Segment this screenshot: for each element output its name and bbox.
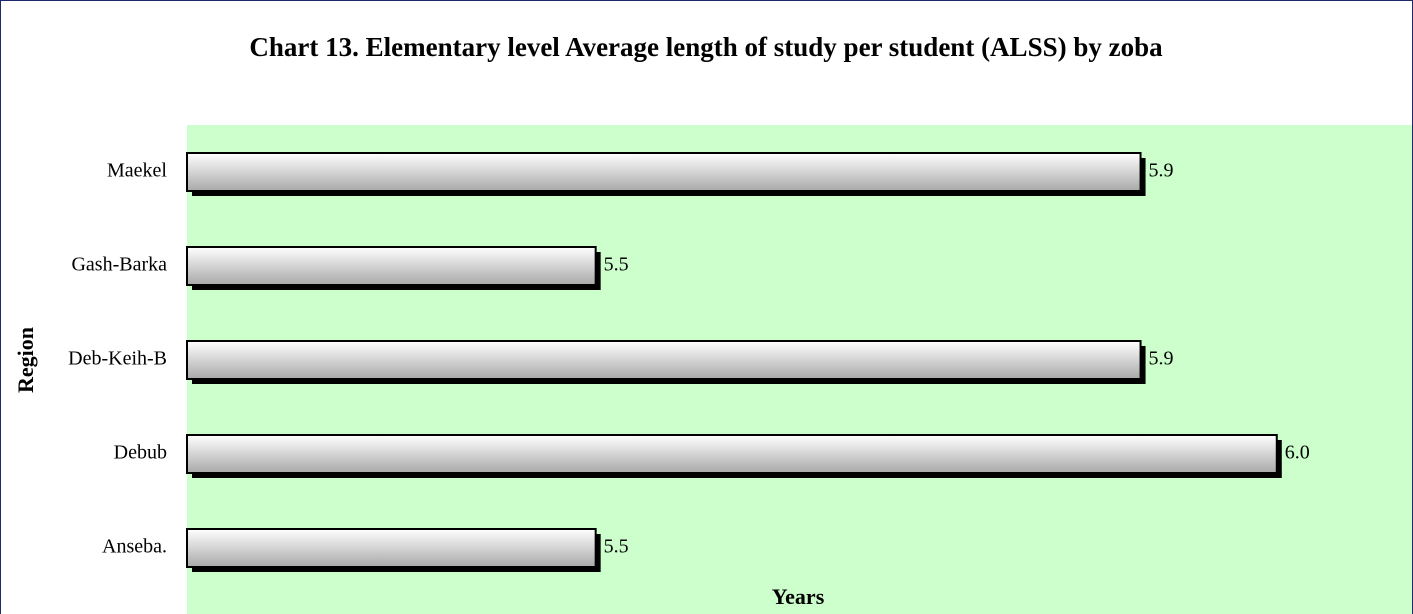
y-tick-label: Debub bbox=[114, 442, 167, 464]
y-tick-label: Anseba. bbox=[102, 536, 167, 558]
bar bbox=[186, 246, 597, 286]
chart-title: Chart 13. Elementary level Average lengt… bbox=[249, 32, 1163, 62]
value-label: 5.9 bbox=[1149, 160, 1174, 182]
bar bbox=[186, 340, 1142, 380]
y-axis-label: Region bbox=[13, 327, 38, 393]
bar bbox=[186, 152, 1142, 192]
value-label: 6.0 bbox=[1285, 442, 1310, 464]
y-tick-label: Maekel bbox=[107, 160, 167, 182]
bar bbox=[186, 434, 1278, 474]
value-label: 5.5 bbox=[604, 254, 629, 276]
value-label: 5.5 bbox=[604, 536, 629, 558]
y-tick-label: Gash-Barka bbox=[71, 254, 167, 276]
x-axis-label: Years bbox=[772, 584, 825, 609]
y-tick-label: Deb-Keih-B bbox=[68, 348, 167, 370]
value-label: 5.9 bbox=[1149, 348, 1174, 370]
bar bbox=[186, 528, 597, 568]
